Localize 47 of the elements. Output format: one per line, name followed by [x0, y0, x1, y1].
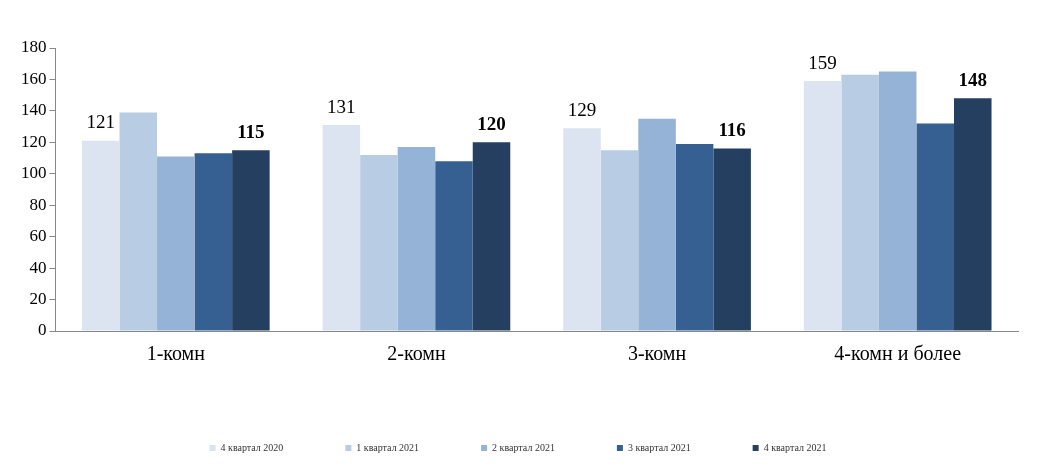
bar	[397, 147, 436, 331]
y-tick-label: 160	[21, 68, 47, 88]
data-label: 116	[718, 119, 746, 141]
y-tick-label: 100	[21, 163, 47, 183]
bar	[675, 143, 714, 331]
bar	[841, 74, 879, 331]
bar	[194, 153, 233, 331]
bar	[916, 123, 954, 331]
x-tick-label: 2-комн	[387, 342, 446, 365]
x-tick-label: 3-комн	[627, 342, 687, 365]
bar	[157, 156, 195, 331]
legend-label: 3 квартал 2021	[627, 441, 691, 453]
x-tick-label: 4-комн и более	[834, 342, 962, 365]
y-tick-label: 180	[21, 37, 47, 57]
bar	[322, 125, 361, 331]
bar	[81, 140, 120, 331]
bar	[638, 118, 676, 331]
y-tick-label: 40	[29, 257, 47, 277]
bar	[713, 148, 751, 331]
bar	[119, 112, 158, 331]
legend-label: 2 квартал 2021	[492, 441, 555, 453]
data-label: 120	[477, 112, 506, 134]
y-tick-label: 140	[21, 100, 47, 120]
bar	[878, 71, 917, 331]
bar	[435, 161, 473, 331]
data-label: 115	[237, 120, 265, 142]
data-label: 121	[86, 111, 115, 133]
data-label: 148	[958, 68, 988, 90]
x-tick-label: 1-комн	[146, 342, 206, 365]
y-tick-label: 60	[29, 226, 47, 246]
y-tick-label: 120	[21, 131, 47, 151]
bar	[360, 154, 398, 331]
bar	[563, 128, 601, 331]
bar	[600, 150, 639, 331]
legend-label: 4 квартал 2020	[220, 441, 284, 453]
data-label: 129	[567, 98, 597, 120]
legend-label: 4 квартал 2021	[763, 441, 827, 453]
legend-label: 1 квартал 2021	[356, 441, 420, 453]
data-label: 131	[327, 95, 356, 117]
data-label: 159	[808, 51, 837, 73]
y-tick-label: 0	[38, 320, 47, 340]
bar	[472, 142, 511, 331]
bar	[953, 98, 992, 331]
y-tick-label: 80	[29, 194, 47, 214]
y-tick-label: 20	[29, 289, 47, 309]
bar	[232, 150, 270, 331]
bar	[803, 81, 842, 331]
